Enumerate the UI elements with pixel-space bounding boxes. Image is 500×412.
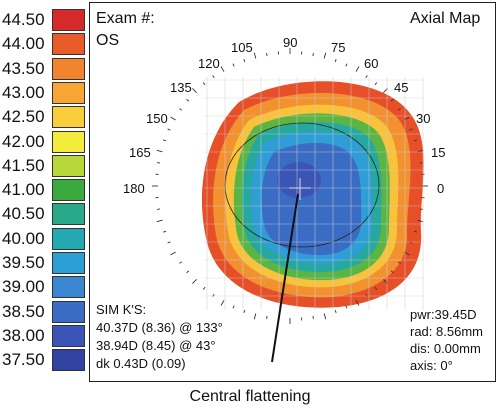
scale-swatch <box>52 154 85 177</box>
angle-label: 150 <box>146 111 168 126</box>
scale-label: 42.50 <box>2 107 45 127</box>
scale-row: 43.00 <box>0 81 95 105</box>
scale-swatch <box>52 252 85 274</box>
angle-label: 75 <box>331 40 346 55</box>
scale-label: 38.00 <box>2 325 45 345</box>
angle-label: 15 <box>431 145 446 160</box>
angle-label: 105 <box>231 40 253 55</box>
readout-rad: rad: 8.56mm <box>410 324 483 339</box>
scale-row: 44.50 <box>0 8 95 32</box>
scale-swatch <box>52 130 85 153</box>
scale-row: 41.50 <box>0 154 95 178</box>
scale-row: 41.00 <box>0 178 95 202</box>
scale-label: 44.00 <box>2 34 45 54</box>
scale-row: 42.50 <box>0 105 95 129</box>
scale-row: 42.00 <box>0 130 95 154</box>
color-scale: 44.50 44.00 43.50 43.00 42.50 42.00 41.50 41.00… <box>0 0 95 384</box>
scale-label: 40.50 <box>2 204 45 224</box>
caption: Central flattening <box>189 388 311 405</box>
angle-label: 60 <box>364 56 379 71</box>
scale-swatch <box>52 106 85 129</box>
angle-label: 120 <box>198 56 220 71</box>
scale-swatch <box>52 276 85 299</box>
scale-row: 39.50 <box>0 251 95 275</box>
scale-row: 40.00 <box>0 227 95 251</box>
scale-row: 44.00 <box>0 32 95 56</box>
scale-row: 43.50 <box>0 57 95 81</box>
simk-title: SIM K'S: <box>96 302 147 317</box>
angle-label: 135 <box>170 80 192 95</box>
angle-label: 165 <box>129 145 151 160</box>
map-frame <box>89 2 496 382</box>
scale-label: 38.50 <box>2 301 45 321</box>
scale-label: 43.50 <box>2 58 45 78</box>
scale-swatch <box>52 324 85 347</box>
map-type: Axial Map <box>410 10 481 27</box>
simk-line2: 38.94D (8.45) @ 43° <box>96 338 216 353</box>
scale-swatch <box>52 227 85 250</box>
scale-label: 40.00 <box>2 228 45 248</box>
simk-line1: 40.37D (8.36) @ 133° <box>96 320 223 335</box>
scale-swatch <box>52 203 85 226</box>
simk-line3: dk 0.43D (0.09) <box>96 356 186 371</box>
axial-map <box>152 48 428 363</box>
scale-label: 42.00 <box>2 131 45 151</box>
readout-axis: axis: 0° <box>410 358 453 373</box>
readout-pwr: pwr:39.45D <box>410 307 477 322</box>
pointer-line <box>271 193 299 363</box>
scale-swatch <box>52 179 85 202</box>
scale-label: 41.00 <box>2 180 45 200</box>
scale-swatch <box>52 33 85 56</box>
angle-label: 180 <box>123 181 145 196</box>
scale-label: 41.50 <box>2 155 45 175</box>
scale-label: 44.50 <box>2 10 45 29</box>
scale-row: 38.00 <box>0 324 95 348</box>
angle-label: 0 <box>437 181 445 196</box>
angle-label: 90 <box>283 35 298 50</box>
scale-label: 39.50 <box>2 253 45 272</box>
scale-row: 40.50 <box>0 202 95 226</box>
scale-row: 37.50 <box>0 348 95 372</box>
angle-label: 45 <box>394 80 409 95</box>
scale-swatch <box>52 81 85 104</box>
scale-swatch <box>52 57 85 80</box>
topography <box>201 81 424 308</box>
scale-label: 43.00 <box>2 82 45 102</box>
exam-label: Exam #: <box>96 10 155 27</box>
scale-row: 39.00 <box>0 275 95 299</box>
scale-swatch <box>52 300 85 323</box>
scale-label: 39.00 <box>2 277 45 297</box>
angle-label: 30 <box>416 111 431 126</box>
scale-label: 37.50 <box>2 350 45 370</box>
grid <box>204 77 424 310</box>
scale-swatch <box>52 349 85 372</box>
eye-label: OS <box>96 32 120 49</box>
scale-swatch <box>52 9 85 31</box>
scale-row: 38.50 <box>0 300 95 324</box>
readout-dis: dis: 0.00mm <box>410 341 481 356</box>
